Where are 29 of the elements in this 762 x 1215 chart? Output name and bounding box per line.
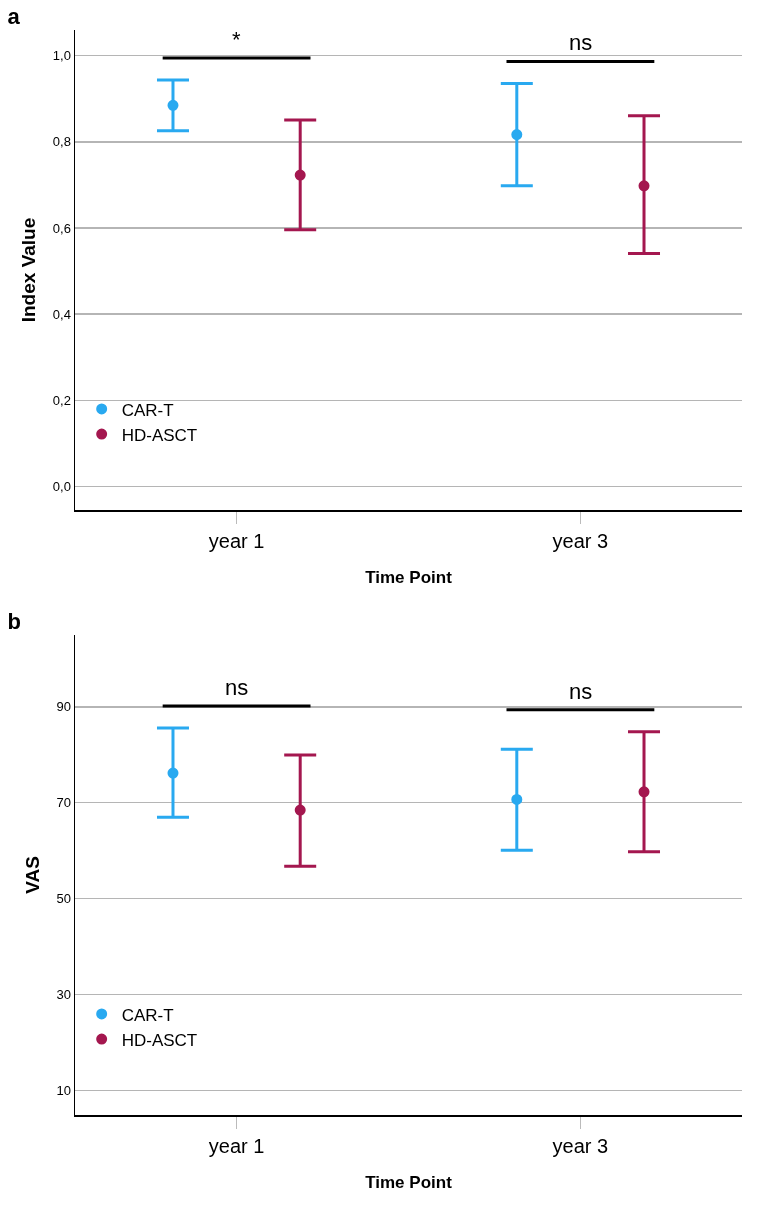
y-tick-label: 0,6 (52, 220, 71, 236)
legend-label: HD-ASCT (121, 1030, 198, 1050)
y-tick-label: 0,8 (52, 134, 71, 150)
y-axis-title: VAS (21, 856, 43, 894)
y-axis-title: Index Value (17, 217, 39, 323)
y-tick-label: 0,0 (52, 478, 71, 494)
y-tick-label: 70 (56, 795, 71, 811)
y-tick-label: 0,4 (52, 306, 71, 322)
x-tick-label: year 1 (208, 1134, 265, 1157)
chart-title: b (7, 609, 22, 635)
y-tick-label: 0,2 (52, 392, 71, 408)
legend-label: CAR-T (121, 1005, 174, 1025)
x-axis-title: Time Point (365, 567, 453, 587)
x-tick-label: year 3 (552, 529, 609, 552)
legend-label: HD-ASCT (121, 425, 198, 445)
y-tick-label: 90 (56, 699, 71, 715)
annotation: ns (225, 675, 249, 700)
annotation: ns (569, 30, 593, 55)
annotation: * (232, 27, 241, 52)
x-tick-label: year 1 (208, 529, 265, 552)
x-axis-title: Time Point (365, 1172, 453, 1192)
y-tick-label: 10 (56, 1083, 71, 1099)
legend-label: CAR-T (121, 400, 174, 420)
y-tick-label: 30 (56, 987, 71, 1003)
x-tick-label: year 3 (552, 1134, 609, 1157)
annotation: ns (569, 679, 593, 704)
y-tick-label: 50 (56, 891, 71, 907)
chart-title: a (7, 4, 21, 30)
y-tick-label: 1,0 (52, 48, 71, 64)
